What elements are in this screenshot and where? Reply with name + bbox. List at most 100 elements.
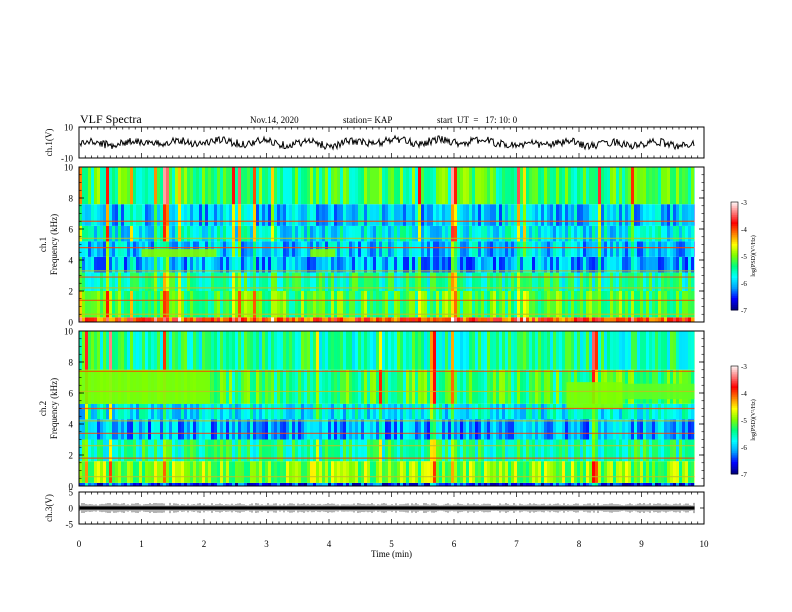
spectrogram-cell — [646, 439, 649, 462]
spectrogram-cell — [457, 204, 460, 226]
spectrogram-cell — [427, 419, 430, 440]
spectrogram-cell — [547, 204, 550, 226]
spectrogram-cell — [457, 461, 460, 483]
spectrogram-cell — [139, 482, 142, 486]
spectrogram-cell — [574, 272, 577, 291]
spectrogram-cell — [412, 439, 415, 462]
spectrogram-cell — [364, 241, 367, 257]
spectrogram-cell — [226, 225, 229, 242]
spectrogram-cell — [184, 419, 187, 440]
spectrogram-cell — [400, 204, 403, 226]
spectrogram-cell — [205, 403, 208, 420]
spectrogram-cell — [187, 403, 190, 420]
spectrogram-cell — [277, 482, 280, 486]
spectrogram-cell — [460, 317, 463, 322]
spectrogram-cell — [580, 482, 583, 486]
spectrogram-cell — [298, 291, 301, 318]
spectrogram-cell — [229, 256, 232, 273]
spectrogram-cell — [685, 225, 688, 242]
spectrogram-cell — [646, 461, 649, 483]
spectrogram-cell — [583, 225, 586, 242]
colorbar-segment — [731, 229, 738, 232]
spectrogram-cell — [487, 241, 490, 257]
spectrogram-cell — [355, 403, 358, 420]
spectrogram-cell — [313, 331, 316, 370]
spectrogram-cell — [547, 419, 550, 440]
spectrogram-cell — [391, 272, 394, 291]
spectrogram-cell — [676, 403, 679, 420]
spectrogram-cell — [664, 291, 667, 318]
spectrogram-cell — [673, 204, 676, 226]
spectrogram-cell — [478, 317, 481, 322]
spectrogram-cell — [244, 241, 247, 257]
spectrogram-cell — [493, 369, 496, 404]
spectrogram-cell — [394, 204, 397, 226]
colorbar-segment — [731, 450, 738, 453]
spectrogram-cell — [679, 439, 682, 462]
spectrogram-cell — [169, 403, 172, 420]
spectrogram-cell — [241, 225, 244, 242]
spectrogram-cell — [496, 317, 499, 322]
spectrogram-cell — [313, 403, 316, 420]
spectrogram-cell — [418, 225, 421, 242]
spectrogram-cell — [544, 439, 547, 462]
spectrogram-cell — [253, 225, 256, 242]
spectrogram-cell — [511, 204, 514, 226]
spectrogram-cell — [88, 317, 91, 322]
spectrogram-cell — [223, 439, 226, 462]
spectrogram-cell — [460, 461, 463, 483]
spectrogram-cell — [178, 482, 181, 486]
spectrogram-cell — [646, 419, 649, 440]
spectrogram-cell — [364, 331, 367, 370]
spectrogram-cell — [244, 204, 247, 226]
spectrogram-cell — [313, 272, 316, 291]
spectrogram-cell — [457, 272, 460, 291]
spectrogram-cell — [679, 256, 682, 273]
spectrogram-cell — [79, 256, 82, 273]
spectrogram-cell — [544, 241, 547, 257]
spectrogram-cell — [667, 461, 670, 483]
spectrogram-cell — [301, 225, 304, 242]
spectrogram-cell — [625, 317, 628, 322]
spectrogram-cell — [604, 317, 607, 322]
spectrogram-cell — [520, 439, 523, 462]
colorbar-segment — [731, 202, 738, 205]
spectrogram-cell — [145, 291, 148, 318]
spectrogram-cell — [388, 419, 391, 440]
spectrogram-cell — [262, 439, 265, 462]
spectrogram-cell — [292, 439, 295, 462]
spectrogram-cell — [478, 241, 481, 257]
spectrogram-cell — [160, 225, 163, 242]
spectrogram-cell — [652, 419, 655, 440]
x-tick-label: 8 — [577, 539, 582, 549]
spectrogram-cell — [319, 419, 322, 440]
spectrogram-cell — [532, 317, 535, 322]
spectrogram-cell — [544, 403, 547, 420]
spectrogram-cell — [652, 272, 655, 291]
spectrogram-cell — [634, 482, 637, 486]
spectrogram-cell — [517, 439, 520, 462]
spectrogram-cell — [592, 461, 595, 483]
spectrogram-cell — [133, 439, 136, 462]
y-tick-label: -10 — [61, 154, 73, 164]
spectrogram-cell — [559, 167, 562, 205]
spectrogram-cell — [229, 225, 232, 242]
spectrogram-cell — [595, 167, 598, 205]
spectrogram-cell — [193, 225, 196, 242]
spectrogram-cell — [115, 403, 118, 420]
spectrogram-cell — [457, 241, 460, 257]
spectrogram-cell — [586, 403, 589, 420]
spectrogram-cell — [133, 225, 136, 242]
spectrogram-cell — [568, 256, 571, 273]
spectrogram-cell — [109, 241, 112, 257]
spectrogram-cell — [409, 225, 412, 242]
spectrogram-cell — [667, 419, 670, 440]
spectrogram-cell — [121, 167, 124, 205]
spectrogram-cell — [508, 369, 511, 404]
spectrogram-cell — [388, 439, 391, 462]
spectrogram-cell — [274, 167, 277, 205]
spectrogram-cell — [652, 256, 655, 273]
spectrogram-cell — [79, 331, 82, 370]
spectrogram-cell — [556, 204, 559, 226]
spectrogram-cell — [589, 204, 592, 226]
